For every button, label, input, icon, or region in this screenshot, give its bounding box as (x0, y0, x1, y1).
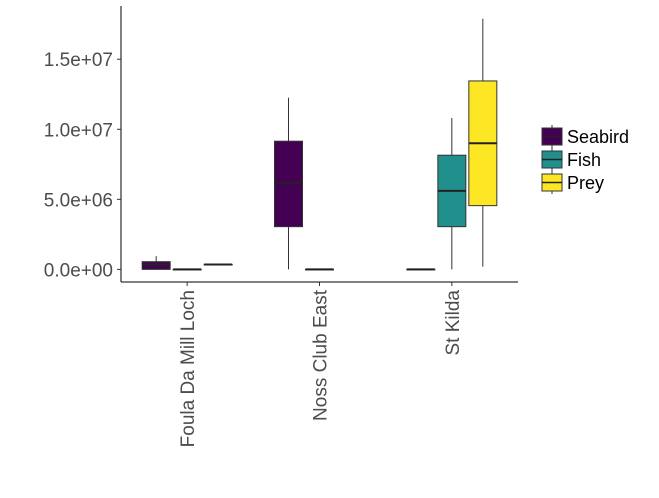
x-axis: Foula Da Mill Loch Noss Club East St Kilda (121, 281, 518, 447)
y-tick-label: 0.0e+00 (44, 260, 113, 281)
box-fish-st-kilda (437, 118, 467, 270)
legend-item-seabird: Seabird (541, 125, 629, 148)
legend-item-prey: Prey (541, 171, 604, 194)
box-seabird-zero-st-kilda (406, 268, 436, 271)
box-prey-st-kilda (468, 18, 498, 267)
y-tick-label: 5.0e+06 (44, 190, 113, 211)
y-tick-label: 1.0e+07 (44, 120, 113, 141)
box-seabird-noss-club-east (274, 97, 303, 270)
legend-item-fish: Fish (541, 148, 601, 171)
legend: Seabird Fish Prey (541, 125, 629, 194)
legend-label: Seabird (567, 127, 629, 147)
y-axis: 0.0e+00 5.0e+06 1.0e+07 1.5e+07 (44, 6, 122, 282)
x-tick-label: St Kilda (443, 290, 464, 356)
box-prey-foula-da-mill-loch (203, 263, 233, 266)
x-tick-label: Noss Club East (311, 289, 332, 421)
legend-label: Prey (567, 173, 604, 193)
legend-label: Fish (567, 150, 601, 170)
box-fish-foula-da-mill-loch (172, 268, 202, 271)
x-tick-label: Foula Da Mill Loch (178, 290, 199, 447)
y-tick-label: 1.5e+07 (44, 50, 113, 71)
plot-boxes (141, 18, 498, 271)
box-body (141, 261, 171, 270)
box-seabird-foula-da-mill-loch (141, 256, 171, 270)
box-fish-noss-club-east (305, 268, 334, 271)
